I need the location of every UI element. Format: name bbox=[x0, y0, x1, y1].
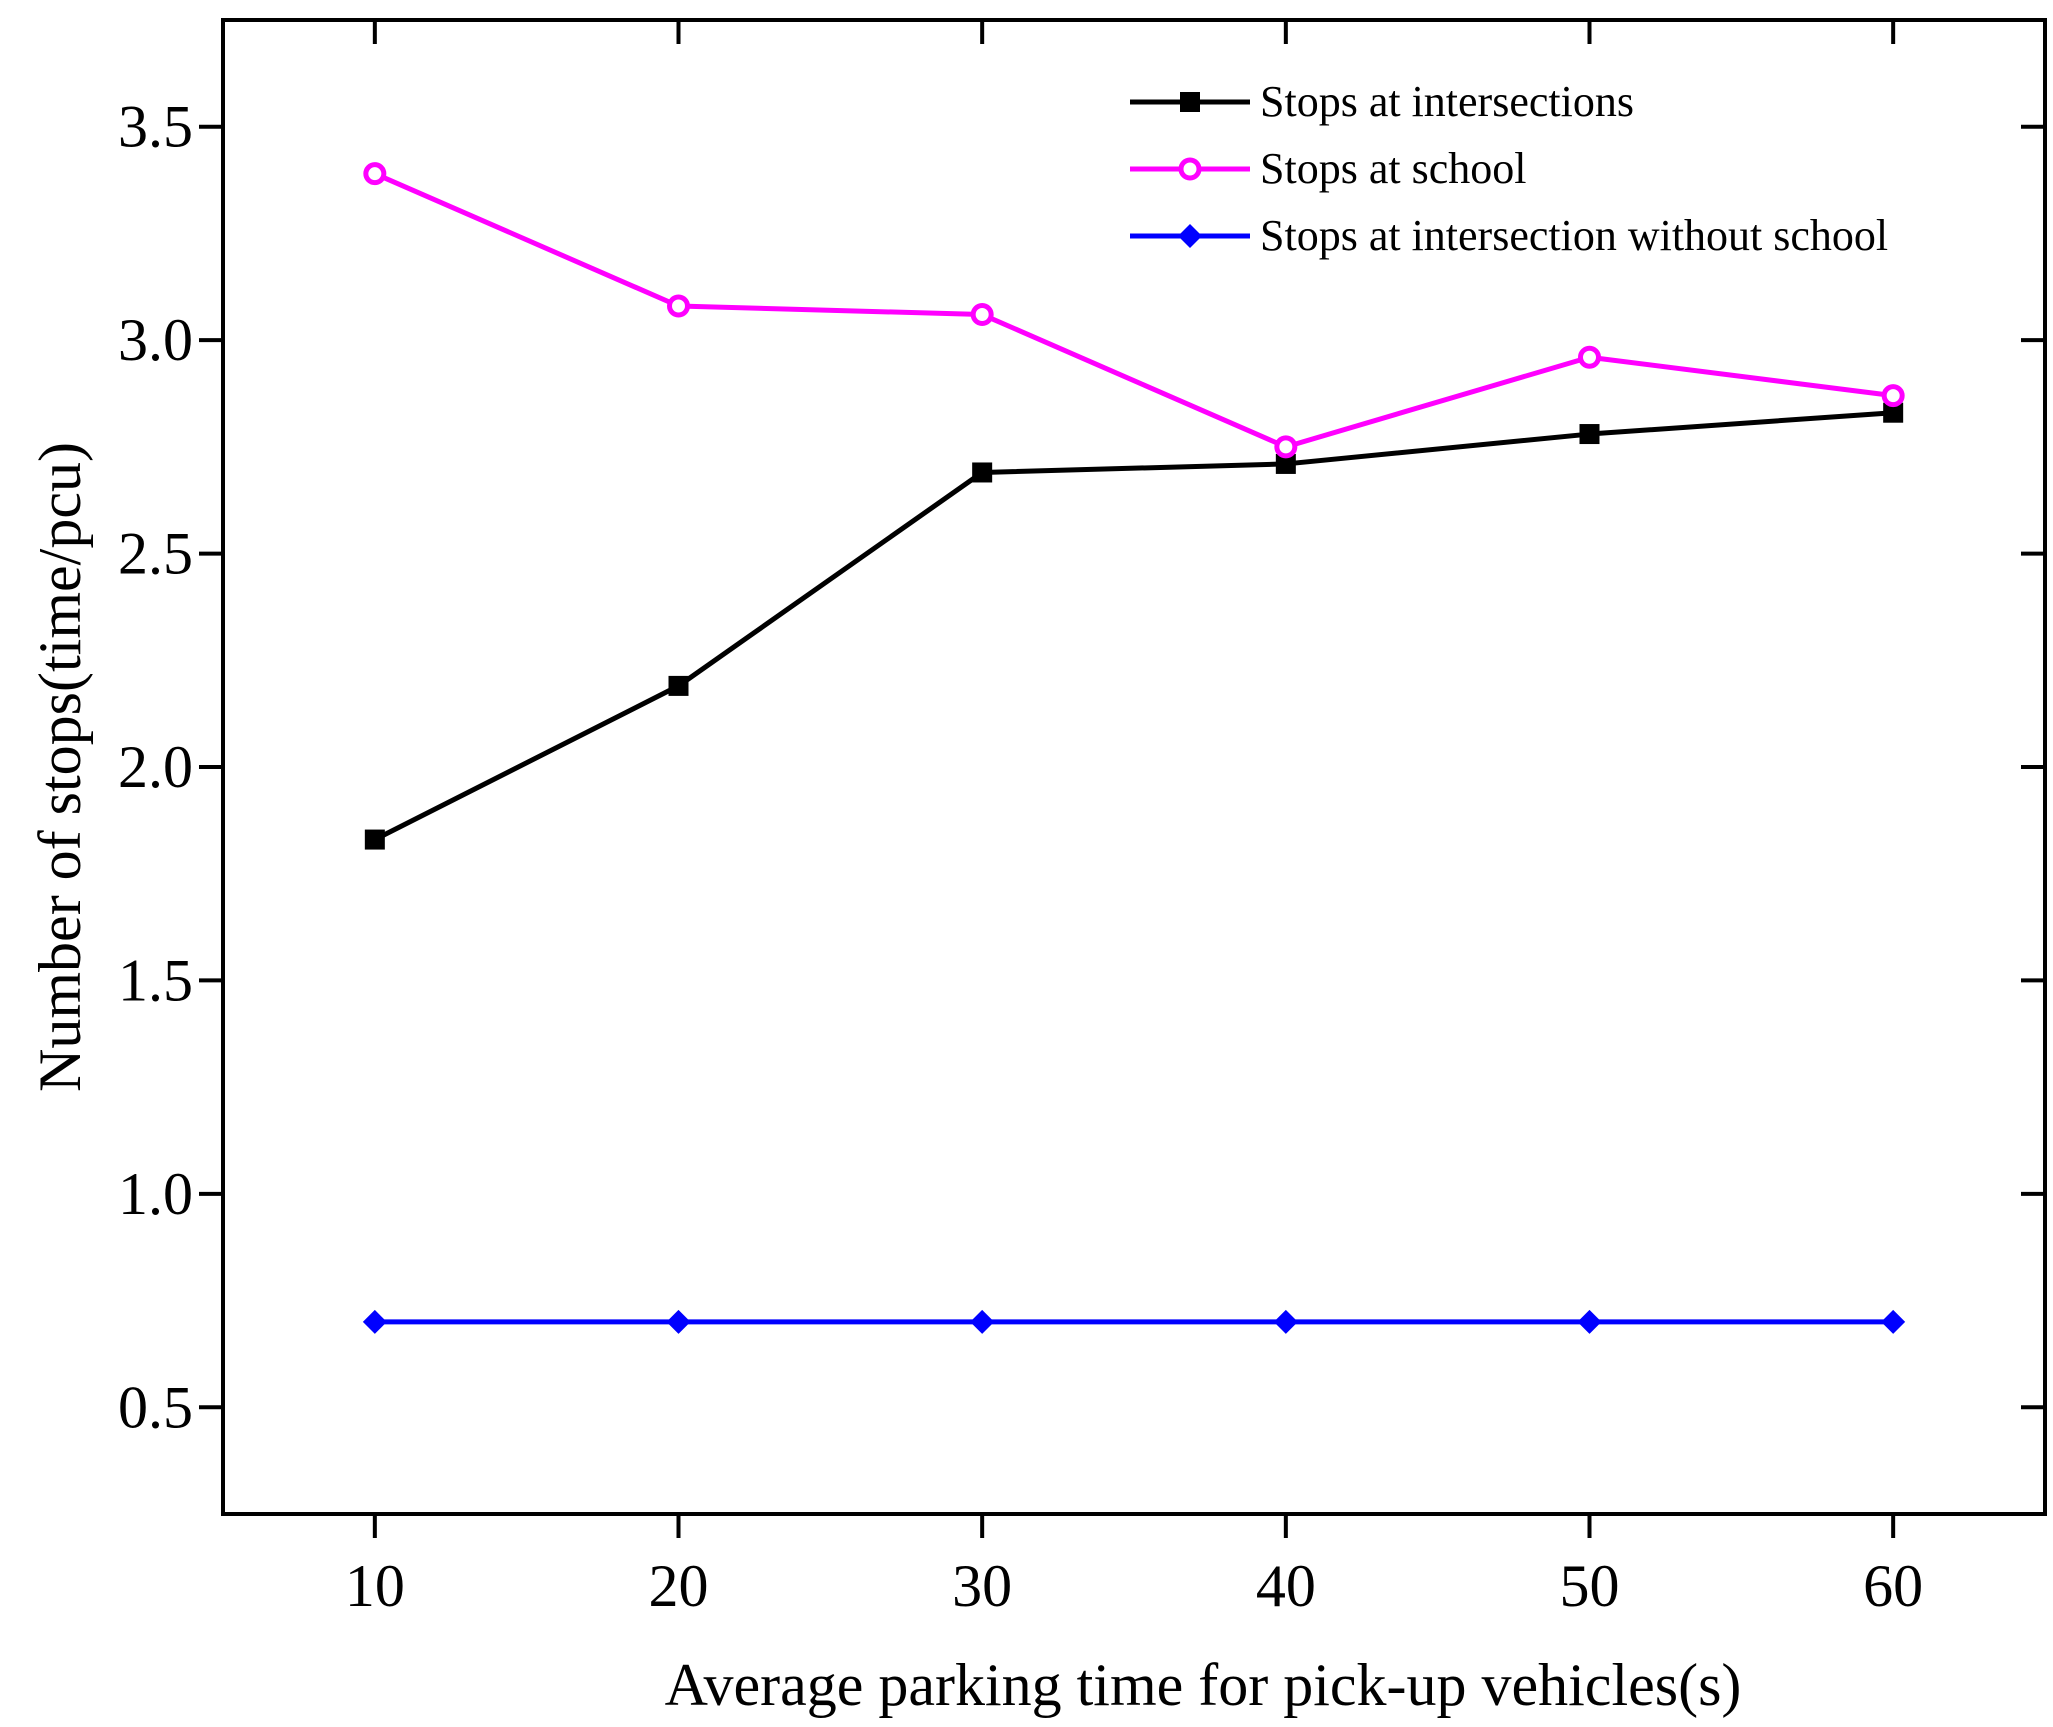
data-point bbox=[1274, 435, 1298, 459]
legend-marker bbox=[1178, 224, 1202, 248]
y-tick-label: 1.5 bbox=[118, 947, 193, 1013]
data-point bbox=[1883, 402, 1904, 423]
legend-item: Stops at intersections bbox=[1130, 77, 1634, 126]
data-point bbox=[1275, 453, 1296, 474]
legend-label: Stops at intersection without school bbox=[1260, 211, 1888, 260]
series-line bbox=[373, 410, 1894, 842]
data-point bbox=[362, 1309, 387, 1334]
x-axis-title: Average parking time for pick-up vehicle… bbox=[665, 1652, 1742, 1718]
y-tick-label: 2.5 bbox=[118, 521, 193, 587]
data-point bbox=[970, 1309, 995, 1334]
y-tick-label: 0.5 bbox=[118, 1374, 193, 1440]
y-tick-label: 3.0 bbox=[118, 307, 193, 373]
data-point bbox=[972, 462, 993, 483]
legend-marker bbox=[1180, 92, 1200, 112]
legend-item: Stops at school bbox=[1130, 144, 1526, 193]
series-layer bbox=[362, 162, 1906, 1334]
data-point bbox=[363, 162, 387, 186]
x-tick-label: 50 bbox=[1560, 1553, 1620, 1619]
data-point bbox=[1578, 345, 1601, 369]
data-point bbox=[1577, 1309, 1602, 1334]
data-point bbox=[1881, 384, 1905, 408]
data-point bbox=[1881, 1309, 1906, 1334]
series-3 bbox=[362, 1309, 1906, 1334]
series-2 bbox=[363, 162, 1905, 459]
legend-item: Stops at intersection without school bbox=[1130, 211, 1888, 260]
data-point bbox=[970, 303, 994, 327]
x-tick-label: 60 bbox=[1863, 1553, 1923, 1619]
series-1 bbox=[364, 402, 1904, 850]
x-tick-label: 40 bbox=[1256, 1553, 1316, 1619]
y-tick-label: 2.0 bbox=[118, 734, 193, 800]
x-tick-label: 30 bbox=[952, 1553, 1012, 1619]
data-point bbox=[667, 294, 690, 318]
data-point bbox=[1273, 1309, 1298, 1334]
data-point bbox=[364, 829, 385, 850]
data-point bbox=[666, 1309, 691, 1334]
axis-ticks: 10 20 30 40 50 60 0.5 1.0 1.5 2.0 2.5 3.0 3.5 bbox=[118, 20, 2045, 1619]
y-axis-title: Number of stops(time/pcu) bbox=[27, 442, 93, 1092]
data-point bbox=[668, 675, 689, 696]
series-line bbox=[373, 171, 1894, 450]
y-tick-label: 3.5 bbox=[118, 94, 193, 160]
data-point bbox=[1579, 424, 1600, 445]
y-tick-label: 1.0 bbox=[118, 1161, 193, 1227]
legend: Stops at intersections Stops at school Sto… bbox=[1130, 77, 1888, 260]
legend-marker bbox=[1178, 157, 1202, 181]
legend-label: Stops at intersections bbox=[1260, 77, 1634, 126]
legend-label: Stops at school bbox=[1260, 144, 1526, 193]
x-tick-label: 20 bbox=[649, 1553, 709, 1619]
x-tick-label: 10 bbox=[345, 1553, 405, 1619]
